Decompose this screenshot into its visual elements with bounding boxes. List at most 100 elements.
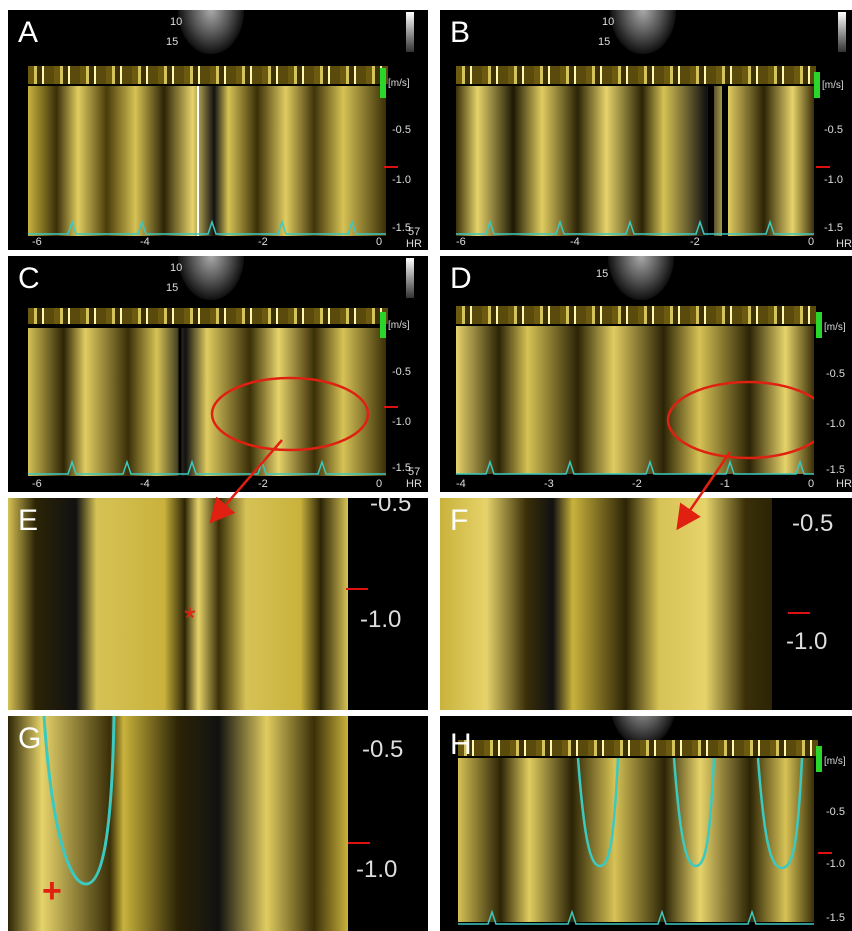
x-tick: -6 bbox=[32, 236, 42, 248]
echo-thumbnail bbox=[178, 256, 244, 300]
panel-label-e: E bbox=[18, 504, 39, 537]
y-tick: -1.0 bbox=[392, 416, 411, 428]
mmode-strip bbox=[456, 66, 816, 84]
unit-label: [m/s] bbox=[388, 320, 410, 331]
annotation-asterisk: * bbox=[184, 602, 196, 635]
panel-b: B 10 15 [m/s] -0.5 -1.0 -1.5 -6 -4 -2 0 … bbox=[440, 10, 852, 250]
x-tick: -4 bbox=[140, 478, 150, 490]
x-tick: -2 bbox=[690, 236, 700, 248]
x-tick: 0 bbox=[808, 478, 815, 490]
y-tick: -0.5 bbox=[824, 124, 843, 136]
panel-a: A 10 15 [m/s] -0.5 -1.0 -1.5 -6 -4 -2 0 … bbox=[8, 10, 428, 250]
y-tick: -0.5 bbox=[826, 368, 845, 380]
x-tick: -1 bbox=[720, 478, 730, 490]
panel-label-g: G bbox=[18, 722, 42, 755]
panel-label-d: D bbox=[450, 262, 472, 295]
y-tick: -1.0 bbox=[786, 628, 828, 655]
x-tick: -2 bbox=[258, 478, 268, 490]
echo-depth-label: 15 bbox=[166, 282, 179, 294]
y-tick: -1.5 bbox=[392, 222, 411, 234]
hr-value: 57 bbox=[408, 466, 421, 478]
mmode-strip bbox=[456, 306, 816, 324]
ecg-trace bbox=[28, 459, 386, 475]
y-tick: -1.5 bbox=[826, 912, 845, 924]
velocity-bar bbox=[380, 312, 386, 338]
y-tick: -1.0 bbox=[826, 858, 845, 870]
y-tick: -1.0 bbox=[826, 418, 845, 430]
echo-depth-label: 10 bbox=[602, 16, 615, 28]
hr-value: 57 bbox=[408, 226, 421, 238]
echo-depth-label: 10 bbox=[170, 16, 183, 28]
y-tick: -0.5 bbox=[392, 366, 411, 378]
red-marker bbox=[384, 166, 398, 168]
echo-depth-label: 15 bbox=[598, 36, 611, 48]
y-tick: -1.5 bbox=[824, 222, 843, 234]
velocity-bar bbox=[814, 72, 820, 98]
doppler-spectrum-zoom bbox=[440, 498, 772, 710]
hr-label: HR bbox=[406, 238, 422, 250]
red-marker bbox=[348, 842, 370, 844]
x-tick: 0 bbox=[808, 236, 815, 248]
echo-thumbnail bbox=[608, 256, 674, 300]
doppler-spectrum bbox=[458, 758, 814, 922]
velocity-trace bbox=[672, 758, 716, 868]
y-tick: -1.5 bbox=[826, 464, 845, 476]
doppler-spectrum-zoom bbox=[8, 498, 348, 710]
doppler-spectrum bbox=[28, 86, 386, 236]
red-marker bbox=[384, 406, 398, 408]
red-marker bbox=[346, 588, 368, 590]
echo-depth-label: 15 bbox=[596, 268, 609, 280]
ecg-trace bbox=[456, 219, 814, 235]
panel-f: F -0.5 -1.0 bbox=[440, 498, 852, 710]
unit-label: [m/s] bbox=[824, 756, 846, 767]
doppler-spectrum bbox=[456, 326, 814, 474]
gray-scale-bar bbox=[838, 12, 846, 52]
x-tick: -2 bbox=[632, 478, 642, 490]
gray-scale-bar bbox=[406, 12, 414, 52]
ecg-trace bbox=[458, 909, 814, 925]
velocity-trace bbox=[576, 758, 620, 868]
y-tick: -1.5 bbox=[392, 462, 411, 474]
y-tick: -0.5 bbox=[392, 124, 411, 136]
x-tick: -4 bbox=[140, 236, 150, 248]
panel-label-a: A bbox=[18, 16, 39, 49]
annotation-plus: + bbox=[42, 872, 62, 910]
echo-depth-label: 10 bbox=[170, 262, 183, 274]
doppler-spectrum-zoom bbox=[8, 716, 348, 931]
panel-d: D 15 [m/s] -0.5 -1.0 -1.5 -4 -3 -2 -1 0 … bbox=[440, 256, 852, 492]
panel-c: C 10 15 [m/s] -0.5 -1.0 -1.5 -6 -4 -2 0 … bbox=[8, 256, 428, 492]
velocity-bar bbox=[816, 312, 822, 338]
panel-label-h: H bbox=[450, 728, 472, 761]
hr-label: HR bbox=[836, 478, 852, 490]
doppler-spectrum bbox=[28, 328, 386, 476]
red-marker bbox=[818, 852, 832, 854]
gray-scale-bar bbox=[406, 258, 414, 298]
panel-label-f: F bbox=[450, 504, 469, 537]
mmode-strip bbox=[28, 66, 388, 84]
ecg-trace bbox=[28, 219, 386, 235]
panel-e: E * -0.5 -1.0 bbox=[8, 498, 428, 710]
echo-thumbnail bbox=[178, 10, 244, 54]
velocity-trace bbox=[42, 716, 116, 886]
velocity-trace bbox=[756, 758, 804, 870]
y-tick: -1.0 bbox=[360, 606, 402, 633]
x-tick: -4 bbox=[570, 236, 580, 248]
x-tick: 0 bbox=[376, 478, 383, 490]
red-marker bbox=[816, 166, 830, 168]
unit-label: [m/s] bbox=[388, 78, 410, 89]
velocity-bar bbox=[816, 746, 822, 772]
hr-label: HR bbox=[406, 478, 422, 490]
y-tick: -0.5 bbox=[792, 510, 834, 537]
unit-label: [m/s] bbox=[822, 80, 844, 91]
x-tick: -4 bbox=[456, 478, 466, 490]
doppler-spectrum bbox=[456, 86, 814, 236]
panel-g: G + -0.5 -1.0 bbox=[8, 716, 428, 931]
echo-depth-label: 15 bbox=[166, 36, 179, 48]
y-tick: -1.0 bbox=[356, 856, 398, 883]
mmode-strip bbox=[28, 308, 388, 324]
echo-thumbnail bbox=[610, 10, 676, 54]
unit-label: [m/s] bbox=[824, 322, 846, 333]
x-tick: -3 bbox=[544, 478, 554, 490]
mmode-strip bbox=[458, 740, 818, 756]
highlight-ellipse bbox=[666, 380, 814, 460]
